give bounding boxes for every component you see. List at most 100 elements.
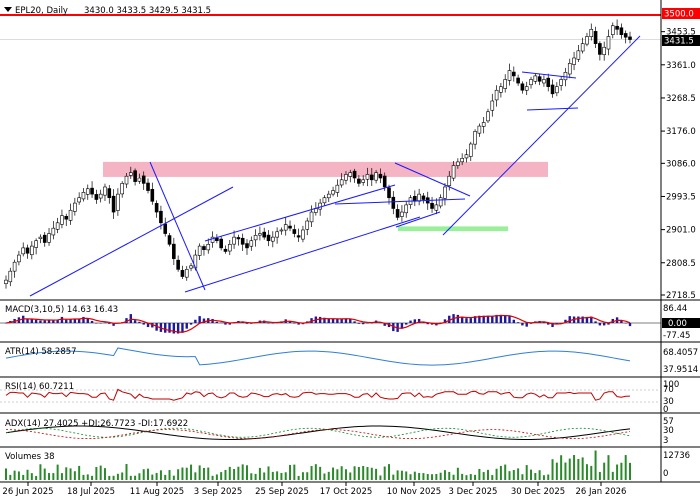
macd-bar xyxy=(486,315,490,323)
macd-bar xyxy=(336,318,339,323)
macd-tick: -77.45 xyxy=(663,331,690,341)
macd-bar xyxy=(56,319,59,323)
macd-bar xyxy=(168,323,171,333)
macd-bar xyxy=(189,323,193,325)
date-tick-label: 3 Sep 2025 xyxy=(194,487,242,497)
volume-bar xyxy=(542,475,545,480)
volume-bar xyxy=(603,462,606,480)
candle-body xyxy=(197,245,202,256)
macd-bar xyxy=(405,323,408,325)
date-tick-label: 3 Dec 2025 xyxy=(449,487,498,497)
adx-tick: 57 xyxy=(663,417,674,427)
macd-bar xyxy=(172,323,176,334)
macd-bar xyxy=(413,319,417,323)
macd-bar xyxy=(60,316,64,323)
candle-body xyxy=(447,175,452,186)
candle-body xyxy=(240,237,245,245)
adx-line xyxy=(5,425,631,440)
volume-bar xyxy=(91,475,94,480)
candle-body xyxy=(271,236,275,242)
macd-zero-tag xyxy=(662,318,700,328)
atr-tick: 37.9514 xyxy=(663,365,698,375)
macd-bar xyxy=(310,318,313,323)
macd-bar xyxy=(95,323,98,324)
macd-bar xyxy=(215,321,219,323)
volume-bar xyxy=(422,473,425,480)
atr-label: ATR(14) 58.2857 xyxy=(5,347,77,357)
candle-body xyxy=(232,236,236,245)
candle-body xyxy=(279,229,284,232)
volume-bar xyxy=(13,470,16,480)
volume-bar xyxy=(340,466,343,480)
volume-bar xyxy=(43,468,46,480)
volume-bar xyxy=(435,473,438,480)
price-tick-label: 3268.5 xyxy=(666,94,696,104)
volume-label: Volumes 38 xyxy=(5,452,55,462)
volume-bar xyxy=(151,474,154,480)
adx-panel xyxy=(5,425,631,440)
volume-bar xyxy=(629,462,631,480)
candle-body xyxy=(275,231,279,238)
price-tick-label: 3361.0 xyxy=(666,61,696,71)
macd-bar xyxy=(568,316,571,323)
macd-bar xyxy=(594,321,597,323)
macd-bar xyxy=(598,323,602,326)
volume-bar xyxy=(620,462,623,480)
candle-body xyxy=(400,211,404,217)
candle-body xyxy=(172,243,176,259)
macd-bar xyxy=(349,318,352,323)
macd-bar xyxy=(331,318,335,323)
macd-bar xyxy=(504,315,507,323)
candle-body xyxy=(395,209,400,218)
candle-body xyxy=(619,27,624,36)
volume-bar xyxy=(577,458,580,480)
candle-body xyxy=(499,86,503,93)
macd-bar xyxy=(383,323,386,326)
candle-body xyxy=(133,170,137,182)
macd-bar xyxy=(288,320,292,323)
volume-bar xyxy=(60,473,63,480)
volume-bar xyxy=(211,475,214,480)
macd-bar xyxy=(340,318,343,323)
macd-bar xyxy=(590,316,593,323)
candle-body xyxy=(30,245,34,256)
volume-bar xyxy=(181,467,184,480)
volume-bar xyxy=(370,467,373,480)
candle-body xyxy=(64,215,69,220)
volume-bar xyxy=(521,474,524,480)
macd-bar xyxy=(443,319,447,323)
macd-bar xyxy=(47,320,51,323)
volume-bar xyxy=(624,455,627,480)
volume-bar xyxy=(129,475,132,480)
macd-bar xyxy=(525,323,528,327)
candle-body xyxy=(107,188,112,199)
volume-bar xyxy=(443,470,446,480)
candle-body xyxy=(602,46,606,56)
current-price-tag xyxy=(662,35,700,46)
volume-bar xyxy=(336,469,339,480)
candle-body xyxy=(572,57,576,65)
candle-body xyxy=(546,77,551,87)
macd-bar xyxy=(439,322,442,324)
price-tick-label: 2808.5 xyxy=(666,259,696,269)
dropdown-triangle-icon[interactable] xyxy=(4,7,12,12)
candle-body xyxy=(47,233,51,243)
macd-bar xyxy=(34,319,38,323)
volume-bar xyxy=(271,471,274,480)
candle-body xyxy=(51,227,56,236)
candle-body xyxy=(227,244,232,252)
macd-bar xyxy=(69,318,72,323)
macd-bar xyxy=(508,316,511,323)
candle-body xyxy=(163,223,168,234)
resistance-zone xyxy=(103,161,548,177)
candle-body xyxy=(443,186,447,199)
candle-body xyxy=(301,229,305,240)
volume-bar xyxy=(482,472,485,480)
date-tick-label: 30 Dec 2025 xyxy=(511,487,565,497)
volume-bar xyxy=(431,474,434,480)
volume-bar xyxy=(276,471,279,480)
volume-bar xyxy=(237,466,240,480)
volume-bar xyxy=(383,466,386,480)
macd-bar xyxy=(426,323,429,325)
